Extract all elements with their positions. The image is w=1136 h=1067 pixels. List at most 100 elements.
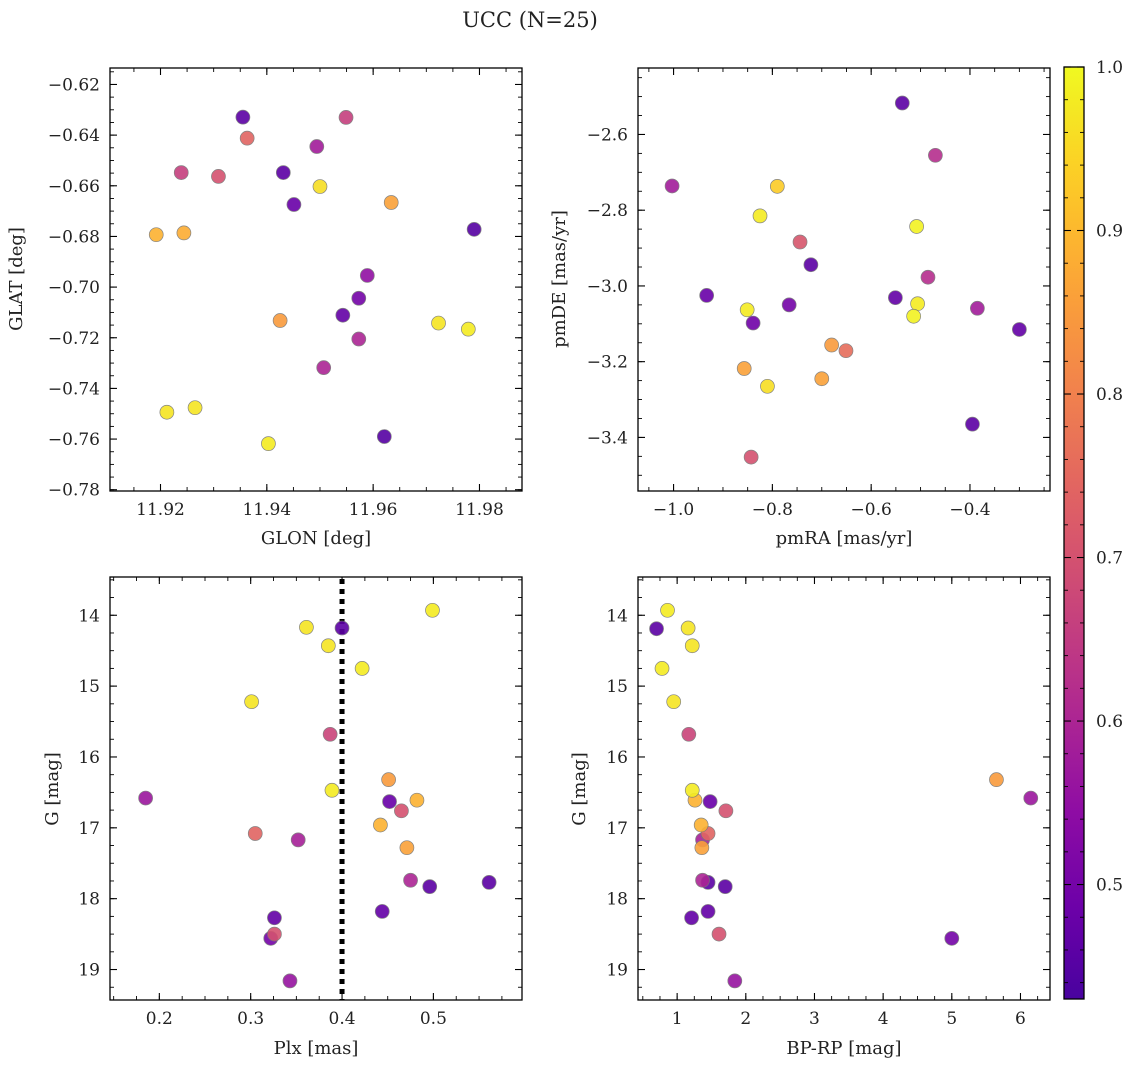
y-tick-label: −3.0 bbox=[587, 277, 628, 297]
data-point bbox=[173, 165, 189, 180]
y-axis-label: pmDE [mas/yr] bbox=[549, 210, 570, 348]
data-point bbox=[351, 331, 367, 347]
y-tick-label: 19 bbox=[78, 961, 100, 981]
data-point bbox=[1012, 322, 1027, 337]
data-point bbox=[312, 179, 328, 194]
y-tick-label: 18 bbox=[606, 890, 628, 910]
y-tick-label: −2.6 bbox=[587, 125, 628, 145]
data-point bbox=[727, 973, 743, 989]
data-point bbox=[700, 904, 716, 919]
data-point bbox=[460, 321, 476, 337]
axis-ticks bbox=[638, 68, 1050, 491]
data-point bbox=[944, 931, 960, 946]
panel-bottom-left: 0.2 0.3 0.4 0.5 14 15 16 17 18 19 Plx [mas] G [ma… bbox=[42, 576, 523, 1059]
data-point bbox=[335, 307, 351, 323]
data-point bbox=[781, 297, 797, 313]
data-point bbox=[382, 794, 397, 809]
data-point bbox=[803, 257, 819, 273]
data-point bbox=[235, 109, 251, 125]
data-point bbox=[694, 840, 710, 856]
x-tick-label: 6 bbox=[1015, 1009, 1026, 1029]
data-point bbox=[322, 726, 338, 742]
y-tick-label: −0.74 bbox=[48, 379, 100, 399]
data-point bbox=[970, 300, 985, 316]
data-point bbox=[680, 620, 696, 636]
y-tick-label: −3.2 bbox=[587, 353, 628, 373]
data-point bbox=[374, 904, 390, 919]
x-tick-label: 11.96 bbox=[349, 500, 398, 520]
data-point bbox=[299, 619, 314, 635]
data-point bbox=[275, 165, 291, 180]
data-point bbox=[695, 872, 710, 888]
tick-labels: 1 2 3 4 5 6 14 15 16 17 18 19 bbox=[606, 606, 1026, 1029]
data-point bbox=[684, 782, 700, 798]
x-axis-label: Plx [mas] bbox=[274, 1038, 359, 1059]
data-point bbox=[351, 290, 367, 306]
x-tick-label: 5 bbox=[946, 1009, 957, 1029]
y-tick-label: 18 bbox=[78, 890, 100, 910]
x-tick-label: 0.3 bbox=[237, 1009, 264, 1029]
data-point bbox=[838, 343, 854, 359]
colorbar-tick-label: 0.5 bbox=[1096, 876, 1123, 896]
data-point bbox=[824, 337, 839, 353]
data-point bbox=[684, 638, 700, 654]
data-point bbox=[211, 169, 226, 184]
data-point bbox=[909, 219, 924, 234]
data-point bbox=[666, 694, 682, 710]
data-point bbox=[792, 234, 808, 250]
x-tick-label: −0.8 bbox=[752, 500, 793, 520]
y-tick-label: 16 bbox=[606, 748, 628, 768]
data-point bbox=[743, 449, 759, 465]
data-point bbox=[359, 268, 375, 283]
x-axis-label: pmRA [mas/yr] bbox=[776, 528, 913, 549]
data-point bbox=[399, 840, 415, 856]
data-point bbox=[739, 302, 755, 318]
data-point bbox=[338, 110, 354, 125]
x-tick-label: 11.94 bbox=[242, 500, 291, 520]
y-tick-label: −2.8 bbox=[587, 201, 628, 221]
data-point bbox=[654, 661, 670, 676]
data-point bbox=[373, 817, 388, 833]
data-point bbox=[745, 315, 761, 331]
tick-labels: 11.92 11.94 11.96 11.98 −0.62 −0.64 −0.66 −0.68… bbox=[48, 75, 504, 520]
x-axis-label: GLON [deg] bbox=[261, 528, 371, 549]
data-point bbox=[699, 288, 715, 303]
plot-frame bbox=[637, 67, 1051, 492]
data-points bbox=[138, 602, 497, 989]
data-point bbox=[1023, 790, 1039, 806]
plot-frame bbox=[637, 576, 1051, 1001]
x-axis-label: BP-RP [mag] bbox=[786, 1038, 901, 1059]
data-point bbox=[403, 872, 418, 888]
y-tick-label: 17 bbox=[606, 819, 628, 839]
data-point bbox=[267, 910, 282, 926]
data-point bbox=[989, 772, 1004, 787]
data-point bbox=[354, 661, 370, 676]
data-point bbox=[316, 360, 332, 375]
axis-ticks bbox=[110, 577, 522, 1000]
data-point bbox=[138, 790, 153, 806]
data-point bbox=[752, 208, 768, 224]
panel-top-right: −1.0 −0.8 −0.6 −0.4 −2.6 −2.8 −3.0 −3.2 −3.4 pmR… bbox=[549, 67, 1051, 549]
data-point bbox=[736, 361, 752, 376]
y-tick-label: 17 bbox=[78, 819, 100, 839]
y-tick-label: −0.76 bbox=[48, 430, 100, 450]
data-point bbox=[290, 832, 306, 848]
data-point bbox=[894, 95, 910, 111]
data-point bbox=[660, 602, 675, 618]
x-tick-label: 4 bbox=[878, 1009, 889, 1029]
data-point bbox=[928, 147, 943, 163]
data-point bbox=[466, 221, 482, 237]
data-point bbox=[649, 621, 664, 637]
x-tick-label: −0.6 bbox=[851, 500, 892, 520]
colorbar: 0.5 0.6 0.7 0.8 0.9 1.0 bbox=[1063, 58, 1123, 1000]
data-points bbox=[148, 109, 482, 451]
colorbar-frame bbox=[1063, 66, 1085, 1000]
colorbar-tick-labels: 0.5 0.6 0.7 0.8 0.9 1.0 bbox=[1096, 58, 1123, 896]
data-point bbox=[324, 782, 340, 798]
y-tick-label: −0.62 bbox=[48, 75, 100, 95]
tick-labels: −1.0 −0.8 −0.6 −0.4 −2.6 −2.8 −3.0 −3.2 −3.4 bbox=[587, 125, 991, 520]
data-point bbox=[409, 792, 425, 808]
data-point bbox=[769, 178, 785, 194]
data-point bbox=[760, 378, 775, 394]
y-tick-label: −0.72 bbox=[48, 329, 100, 349]
